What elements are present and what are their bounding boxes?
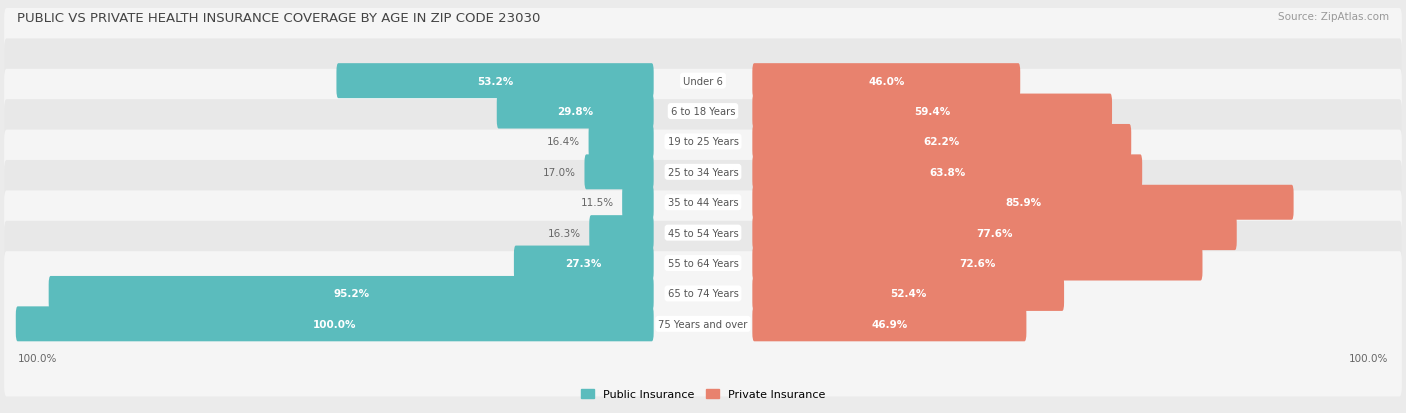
Text: Under 6: Under 6 xyxy=(683,76,723,86)
FancyBboxPatch shape xyxy=(4,39,1402,184)
FancyBboxPatch shape xyxy=(752,246,1202,281)
Text: 52.4%: 52.4% xyxy=(890,289,927,299)
FancyBboxPatch shape xyxy=(752,216,1237,251)
Text: 19 to 25 Years: 19 to 25 Years xyxy=(668,137,738,147)
Text: 95.2%: 95.2% xyxy=(333,289,370,299)
Text: 6 to 18 Years: 6 to 18 Years xyxy=(671,107,735,117)
FancyBboxPatch shape xyxy=(585,155,654,190)
Text: 16.3%: 16.3% xyxy=(548,228,581,238)
FancyBboxPatch shape xyxy=(589,216,654,251)
Text: 45 to 54 Years: 45 to 54 Years xyxy=(668,228,738,238)
FancyBboxPatch shape xyxy=(4,70,1402,215)
Text: 55 to 64 Years: 55 to 64 Years xyxy=(668,259,738,268)
Legend: Public Insurance, Private Insurance: Public Insurance, Private Insurance xyxy=(576,384,830,404)
FancyBboxPatch shape xyxy=(4,252,1402,396)
Text: 27.3%: 27.3% xyxy=(565,259,602,268)
Text: 62.2%: 62.2% xyxy=(924,137,960,147)
Text: 35 to 44 Years: 35 to 44 Years xyxy=(668,198,738,208)
Text: PUBLIC VS PRIVATE HEALTH INSURANCE COVERAGE BY AGE IN ZIP CODE 23030: PUBLIC VS PRIVATE HEALTH INSURANCE COVER… xyxy=(17,12,540,25)
Text: 100.0%: 100.0% xyxy=(1348,353,1388,363)
Text: 77.6%: 77.6% xyxy=(976,228,1012,238)
FancyBboxPatch shape xyxy=(49,276,654,311)
Text: 85.9%: 85.9% xyxy=(1005,198,1040,208)
Text: 16.4%: 16.4% xyxy=(547,137,581,147)
Text: 46.0%: 46.0% xyxy=(868,76,904,86)
FancyBboxPatch shape xyxy=(15,306,654,342)
Text: 100.0%: 100.0% xyxy=(18,353,58,363)
FancyBboxPatch shape xyxy=(4,100,1402,245)
Text: 11.5%: 11.5% xyxy=(581,198,614,208)
Text: 46.9%: 46.9% xyxy=(872,319,907,329)
Text: 72.6%: 72.6% xyxy=(959,259,995,268)
Text: 29.8%: 29.8% xyxy=(557,107,593,117)
Text: 59.4%: 59.4% xyxy=(914,107,950,117)
FancyBboxPatch shape xyxy=(4,9,1402,154)
Text: 25 to 34 Years: 25 to 34 Years xyxy=(668,167,738,178)
Text: 53.2%: 53.2% xyxy=(477,76,513,86)
FancyBboxPatch shape xyxy=(752,276,1064,311)
FancyBboxPatch shape xyxy=(4,161,1402,306)
FancyBboxPatch shape xyxy=(752,185,1294,220)
FancyBboxPatch shape xyxy=(515,246,654,281)
Text: 63.8%: 63.8% xyxy=(929,167,966,178)
Text: 100.0%: 100.0% xyxy=(314,319,357,329)
FancyBboxPatch shape xyxy=(752,155,1142,190)
FancyBboxPatch shape xyxy=(589,125,654,159)
Text: 17.0%: 17.0% xyxy=(543,167,576,178)
FancyBboxPatch shape xyxy=(621,185,654,220)
FancyBboxPatch shape xyxy=(4,130,1402,275)
FancyBboxPatch shape xyxy=(336,64,654,99)
FancyBboxPatch shape xyxy=(4,221,1402,366)
Text: 65 to 74 Years: 65 to 74 Years xyxy=(668,289,738,299)
FancyBboxPatch shape xyxy=(4,191,1402,336)
FancyBboxPatch shape xyxy=(496,94,654,129)
FancyBboxPatch shape xyxy=(752,64,1021,99)
FancyBboxPatch shape xyxy=(752,94,1112,129)
FancyBboxPatch shape xyxy=(752,125,1132,159)
Text: 75 Years and over: 75 Years and over xyxy=(658,319,748,329)
FancyBboxPatch shape xyxy=(752,306,1026,342)
Text: Source: ZipAtlas.com: Source: ZipAtlas.com xyxy=(1278,12,1389,22)
